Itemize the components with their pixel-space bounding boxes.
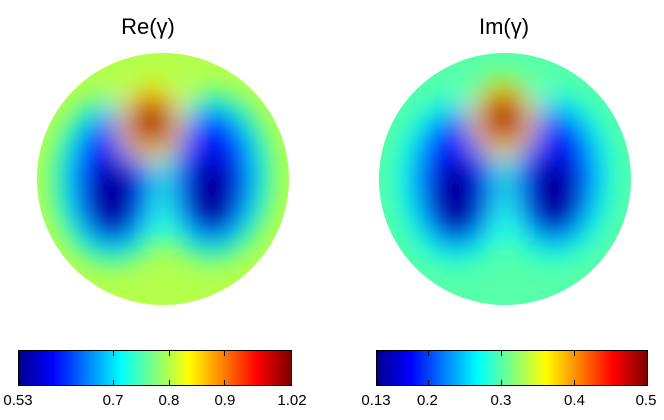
colorbar-im xyxy=(376,350,648,386)
heatmap-low-core xyxy=(190,156,234,232)
colorbar-tick-label: 1.02 xyxy=(277,392,307,409)
colorbar-tick-label: 0.3 xyxy=(490,392,512,409)
colorbar-tick-label: 0.53 xyxy=(3,392,33,409)
colorbar-tick-mark xyxy=(574,351,576,356)
colorbar-tick-label: 0.7 xyxy=(102,392,124,409)
colorbar-re-gradient xyxy=(19,351,291,385)
colorbar-tick-mark xyxy=(224,351,226,356)
heatmap-low-core xyxy=(532,156,576,232)
heatmap-high-spot xyxy=(134,101,168,143)
colorbar-tick-mark xyxy=(501,351,503,356)
heatmap-high-spot xyxy=(486,97,520,139)
colorbar-tick-mark xyxy=(224,380,226,385)
heatmap-low-core xyxy=(434,160,478,236)
colorbar-tick-mark xyxy=(19,380,20,385)
colorbar-tick-label: 0.5 xyxy=(635,392,657,409)
heatmap-channel xyxy=(496,132,514,242)
heatmap-im xyxy=(379,53,631,305)
colorbar-tick-mark xyxy=(168,351,170,356)
colorbar-tick-label: 0.9 xyxy=(214,392,236,409)
colorbar-im-gradient xyxy=(377,351,647,385)
colorbar-tick-mark xyxy=(113,380,115,385)
colorbar-tick-mark xyxy=(428,351,430,356)
plot-title-im: Im(γ) xyxy=(478,14,530,39)
colorbar-tick-mark xyxy=(19,351,20,356)
heatmap-low-core xyxy=(90,160,134,236)
colorbar-tick-mark xyxy=(428,380,430,385)
colorbar-tick-mark xyxy=(113,351,115,356)
colorbar-tick-mark xyxy=(647,380,648,385)
colorbar-re xyxy=(18,350,292,386)
plot-title-re: Re(γ) xyxy=(121,14,175,39)
colorbar-tick-mark xyxy=(647,351,648,356)
colorbar-tick-label: 0.8 xyxy=(158,392,180,409)
colorbar-tick-mark xyxy=(501,380,503,385)
colorbar-tick-mark xyxy=(574,380,576,385)
colorbar-tick-mark xyxy=(291,380,292,385)
colorbar-tick-label: 0.4 xyxy=(564,392,585,409)
colorbar-tick-mark xyxy=(377,351,378,356)
colorbar-tick-mark xyxy=(168,380,170,385)
colorbar-tick-label: 0.2 xyxy=(417,392,438,409)
colorbar-tick-mark xyxy=(377,380,378,385)
heatmap-re xyxy=(37,53,289,305)
colorbar-tick-label: 0.13 xyxy=(361,392,391,409)
colorbar-tick-mark xyxy=(291,351,292,356)
